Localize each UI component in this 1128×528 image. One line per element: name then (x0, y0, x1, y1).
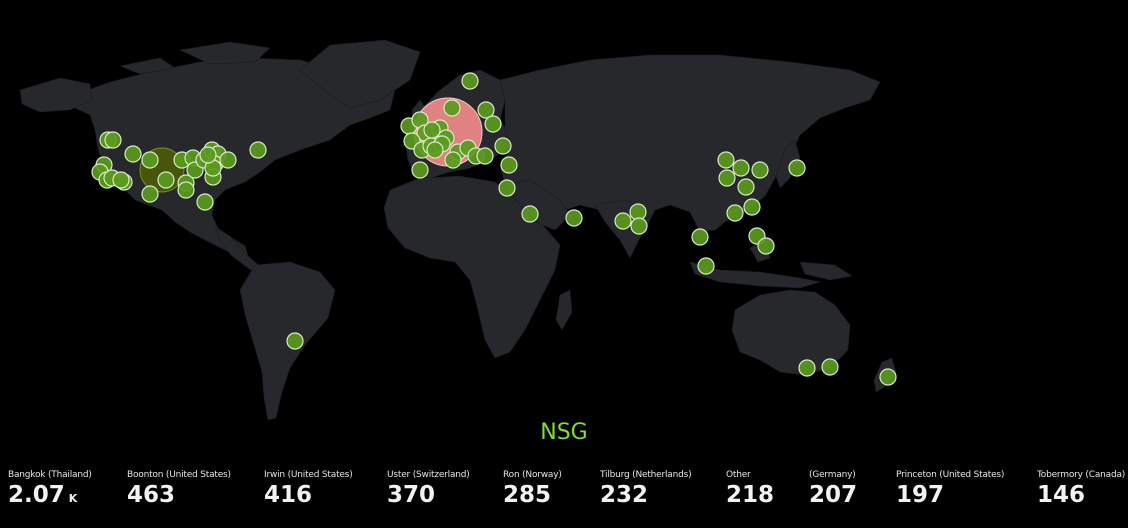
location-marker[interactable] (484, 115, 502, 133)
location-marker[interactable] (757, 237, 775, 255)
location-marker[interactable] (751, 161, 769, 179)
location-marker[interactable] (565, 209, 583, 227)
location-marker[interactable] (718, 169, 736, 187)
legend-value: 232 (600, 482, 649, 508)
location-marker[interactable] (444, 151, 462, 169)
location-marker[interactable] (124, 145, 142, 163)
legend-item[interactable]: Ron (Norway) 285 (503, 470, 562, 508)
legend-item[interactable]: Princeton (United States) 197 (896, 470, 1004, 508)
legend-label: Princeton (United States) (896, 470, 1005, 480)
world-map-svg (19, 39, 897, 421)
location-marker[interactable] (157, 171, 175, 189)
legend-value: 416 (264, 482, 313, 508)
legend-label: Tobermory (Canada) (1037, 470, 1126, 480)
land-arctic-islands (118, 41, 271, 75)
location-marker[interactable] (196, 193, 214, 211)
location-marker[interactable] (461, 72, 479, 90)
data-points (91, 72, 897, 386)
legend-unit: K (68, 492, 78, 505)
location-marker[interactable] (426, 141, 444, 159)
location-marker[interactable] (821, 358, 839, 376)
location-marker[interactable] (199, 146, 217, 164)
legend-item[interactable]: Other 218 (726, 470, 774, 508)
location-marker[interactable] (697, 257, 715, 275)
land-arabia (504, 179, 571, 231)
location-marker[interactable] (717, 151, 735, 169)
legend-value: 207 (809, 482, 858, 508)
legend-value: 218 (726, 482, 775, 508)
location-marker[interactable] (423, 121, 441, 139)
legend-value: 463 (127, 482, 176, 508)
legend-value: 285 (503, 482, 552, 508)
legend-label: Ron (Norway) (503, 470, 562, 480)
location-marker[interactable] (737, 178, 755, 196)
land-alaska (19, 77, 93, 113)
legend-label: (Germany) (809, 470, 856, 480)
world-map[interactable] (0, 0, 1128, 430)
land-new-guinea (799, 261, 853, 281)
legend-label: Other (726, 470, 751, 480)
location-marker[interactable] (177, 181, 195, 199)
location-marker[interactable] (726, 204, 744, 222)
land-australia (731, 289, 851, 376)
location-marker[interactable] (286, 332, 304, 350)
location-marker[interactable] (494, 137, 512, 155)
legend-item[interactable]: Tilburg (Netherlands) 232 (600, 470, 692, 508)
location-marker[interactable] (743, 198, 761, 216)
legend-label: Uster (Switzerland) (387, 470, 470, 480)
legend-item[interactable]: Irwin (United States) 416 (264, 470, 353, 508)
location-marker[interactable] (476, 147, 494, 165)
legend-item[interactable]: Tobermory (Canada) 146 (1037, 470, 1125, 508)
location-marker[interactable] (732, 159, 750, 177)
location-marker[interactable] (249, 141, 267, 159)
location-marker[interactable] (691, 228, 709, 246)
location-marker[interactable] (630, 217, 648, 235)
legend-item[interactable]: Bangkok (Thailand) 2.07 K (8, 470, 92, 512)
land-madagascar (555, 289, 573, 331)
legend-item[interactable]: (Germany) 207 (809, 470, 857, 508)
legend-value: 197 (896, 482, 945, 508)
location-marker[interactable] (798, 359, 816, 377)
legend-value: 2.07 K (8, 482, 78, 508)
location-marker[interactable] (477, 101, 495, 119)
land-japan (775, 139, 801, 189)
location-marker[interactable] (219, 151, 237, 169)
location-marker[interactable] (614, 212, 632, 230)
location-marker[interactable] (521, 205, 539, 223)
legend-item[interactable]: Uster (Switzerland) 370 (387, 470, 470, 508)
location-marker[interactable] (411, 161, 429, 179)
location-marker[interactable] (104, 131, 122, 149)
location-marker[interactable] (498, 179, 516, 197)
legend-value: 370 (387, 482, 436, 508)
location-marker[interactable] (141, 185, 159, 203)
location-marker[interactable] (500, 156, 518, 174)
legend-value: 146 (1037, 482, 1086, 508)
location-marker[interactable] (879, 368, 897, 386)
legend-label: Tilburg (Netherlands) (600, 470, 692, 480)
location-marker[interactable] (141, 151, 159, 169)
location-marker[interactable] (112, 171, 130, 189)
legend-label: Bangkok (Thailand) (8, 470, 92, 480)
land-greenland (299, 39, 421, 109)
legend-item[interactable]: Boonton (United States) 463 (127, 470, 231, 508)
map-title: NSG (540, 420, 588, 445)
location-marker[interactable] (443, 99, 461, 117)
legend-label: Boonton (United States) (127, 470, 231, 480)
legend-label: Irwin (United States) (264, 470, 353, 480)
location-marker[interactable] (788, 159, 806, 177)
